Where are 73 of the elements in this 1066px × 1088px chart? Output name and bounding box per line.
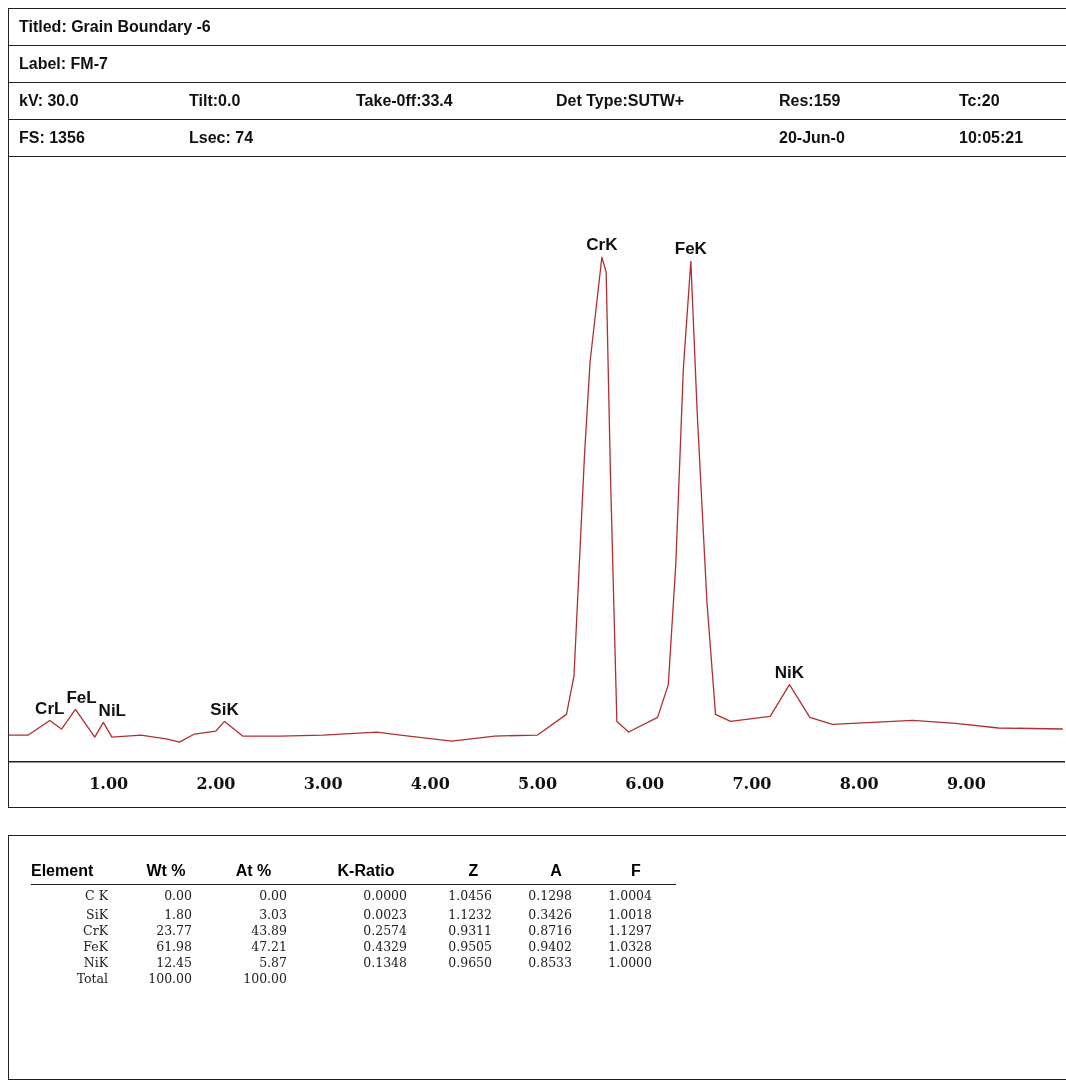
text: Lsec: 74 bbox=[189, 129, 254, 147]
text: F bbox=[596, 858, 676, 885]
x-tick-label: 8.00 bbox=[839, 773, 879, 793]
data-label: 0.8716 bbox=[527, 922, 573, 939]
data-label: 1.80 bbox=[163, 906, 193, 923]
data-label: 0.1298 bbox=[527, 886, 573, 905]
text: Element bbox=[31, 858, 126, 885]
data-label: 43.89 bbox=[250, 922, 288, 939]
annotation: SiK bbox=[210, 699, 240, 719]
text: kV: 30.0 bbox=[19, 92, 79, 110]
text: At % bbox=[206, 858, 301, 885]
x-tick-label: 4.00 bbox=[410, 773, 450, 793]
data-label: 3.03 bbox=[258, 906, 288, 923]
data-label: 47.21 bbox=[250, 938, 288, 955]
category-label: Total bbox=[75, 970, 109, 987]
annotation: NiK bbox=[774, 662, 805, 682]
annotation: CrL bbox=[35, 698, 65, 718]
data-label: 61.98 bbox=[155, 938, 193, 955]
data-label: 23.77 bbox=[155, 922, 193, 939]
data-label: 0.9650 bbox=[447, 954, 493, 971]
x-tick-label: 6.00 bbox=[625, 773, 665, 793]
data-label: 1.1232 bbox=[447, 906, 493, 923]
x-tick-label: 3.00 bbox=[303, 773, 343, 793]
text: Tc:20 bbox=[959, 92, 1000, 110]
annotation: FeL bbox=[66, 687, 97, 707]
x-tick-label: 2.00 bbox=[196, 773, 236, 793]
data-label: 12.45 bbox=[155, 954, 193, 971]
text: 10:05:21 bbox=[959, 129, 1024, 147]
data-label: 0.9505 bbox=[447, 938, 493, 955]
text: FS: 1356 bbox=[19, 129, 85, 147]
annotation: CrK bbox=[586, 235, 619, 255]
x-tick-label: 7.00 bbox=[732, 773, 772, 793]
data-label: 100.00 bbox=[147, 970, 193, 987]
data-label: 0.1348 bbox=[362, 954, 408, 971]
category-label: C K bbox=[84, 886, 110, 905]
text: Wt % bbox=[126, 858, 206, 885]
data-label: 0.8533 bbox=[527, 954, 573, 971]
annotation: NiL bbox=[98, 700, 126, 720]
data-label: 0.0000 bbox=[362, 886, 408, 905]
category-label: NiK bbox=[82, 954, 110, 971]
data-label: 1.0000 bbox=[607, 954, 653, 971]
data-label: 5.87 bbox=[258, 954, 288, 971]
x-tick-label: 1.00 bbox=[89, 773, 129, 793]
data-label: 0.00 bbox=[258, 886, 288, 905]
data-label: 100.00 bbox=[242, 970, 288, 987]
text: Tilt:0.0 bbox=[189, 92, 241, 110]
text: Take-0ff:33.4 bbox=[356, 92, 453, 110]
data-label: 1.1297 bbox=[607, 922, 653, 939]
data-label: 0.9311 bbox=[447, 922, 493, 939]
data-label: 1.0004 bbox=[607, 886, 653, 905]
text: Z bbox=[431, 858, 516, 885]
data-label: 0.0023 bbox=[362, 906, 408, 923]
data-label: 0.4329 bbox=[362, 938, 408, 955]
text: Det Type:SUTW+ bbox=[556, 92, 685, 110]
data-label: 1.0328 bbox=[607, 938, 653, 955]
data-label: 0.3426 bbox=[527, 906, 573, 923]
category-label: CrK bbox=[82, 922, 110, 939]
x-tick-label: 5.00 bbox=[518, 773, 558, 793]
text: Res:159 bbox=[779, 92, 841, 110]
data-label: 1.0456 bbox=[447, 886, 493, 905]
text: K-Ratio bbox=[301, 858, 431, 885]
data-label: 0.2574 bbox=[362, 922, 408, 939]
annotation: FeK bbox=[674, 239, 708, 259]
data-label: 1.0018 bbox=[607, 906, 653, 923]
category-label: SiK bbox=[85, 906, 110, 923]
text: A bbox=[516, 858, 596, 885]
data-label: 0.00 bbox=[163, 886, 193, 905]
chart-title: Titled: Grain Boundary -6 bbox=[19, 18, 211, 36]
data-label: 0.9402 bbox=[527, 938, 573, 955]
text: 20-Jun-0 bbox=[779, 129, 845, 147]
chart-subtitle: Label: FM-7 bbox=[19, 55, 108, 73]
category-label: FeK bbox=[82, 938, 110, 955]
x-tick-label: 9.00 bbox=[946, 773, 986, 793]
